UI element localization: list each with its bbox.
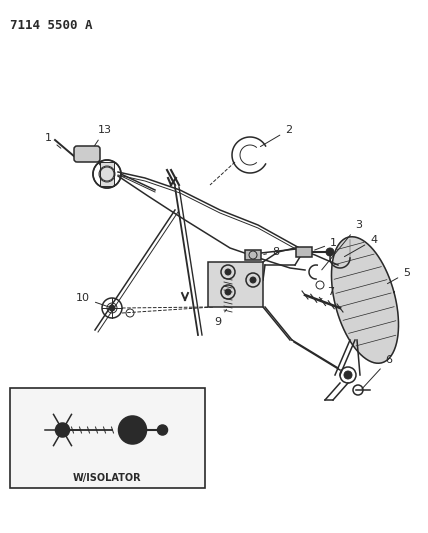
Polygon shape — [332, 237, 398, 364]
Circle shape — [250, 277, 256, 283]
FancyBboxPatch shape — [74, 146, 100, 162]
Text: 12: 12 — [131, 401, 145, 416]
Text: 6: 6 — [362, 355, 392, 389]
Circle shape — [119, 416, 146, 444]
Text: 9: 9 — [214, 309, 226, 327]
Bar — [10, 388, 205, 488]
Circle shape — [128, 426, 137, 434]
Text: 5: 5 — [387, 268, 410, 284]
Circle shape — [109, 305, 115, 311]
Text: 1: 1 — [45, 133, 61, 148]
Circle shape — [158, 425, 167, 435]
Bar — [245, 250, 261, 260]
Text: 7114 5500 A: 7114 5500 A — [10, 19, 92, 32]
Circle shape — [225, 289, 231, 295]
Bar — [100, 162, 114, 186]
Text: 7: 7 — [320, 287, 334, 300]
Bar — [208, 262, 263, 307]
Circle shape — [344, 371, 352, 379]
Text: 2: 2 — [260, 125, 292, 147]
Text: 8: 8 — [264, 247, 279, 257]
Circle shape — [124, 421, 142, 439]
Text: 3: 3 — [322, 220, 362, 270]
Circle shape — [326, 248, 334, 256]
Circle shape — [56, 423, 69, 437]
Text: 1: 1 — [315, 238, 337, 250]
Bar — [296, 247, 312, 257]
Text: W/ISOLATOR: W/ISOLATOR — [73, 473, 142, 483]
Text: 10: 10 — [76, 293, 110, 307]
Text: 11: 11 — [51, 401, 65, 421]
Circle shape — [59, 426, 66, 434]
Text: 13: 13 — [95, 125, 112, 146]
Text: 4: 4 — [345, 235, 377, 256]
Circle shape — [225, 269, 231, 275]
